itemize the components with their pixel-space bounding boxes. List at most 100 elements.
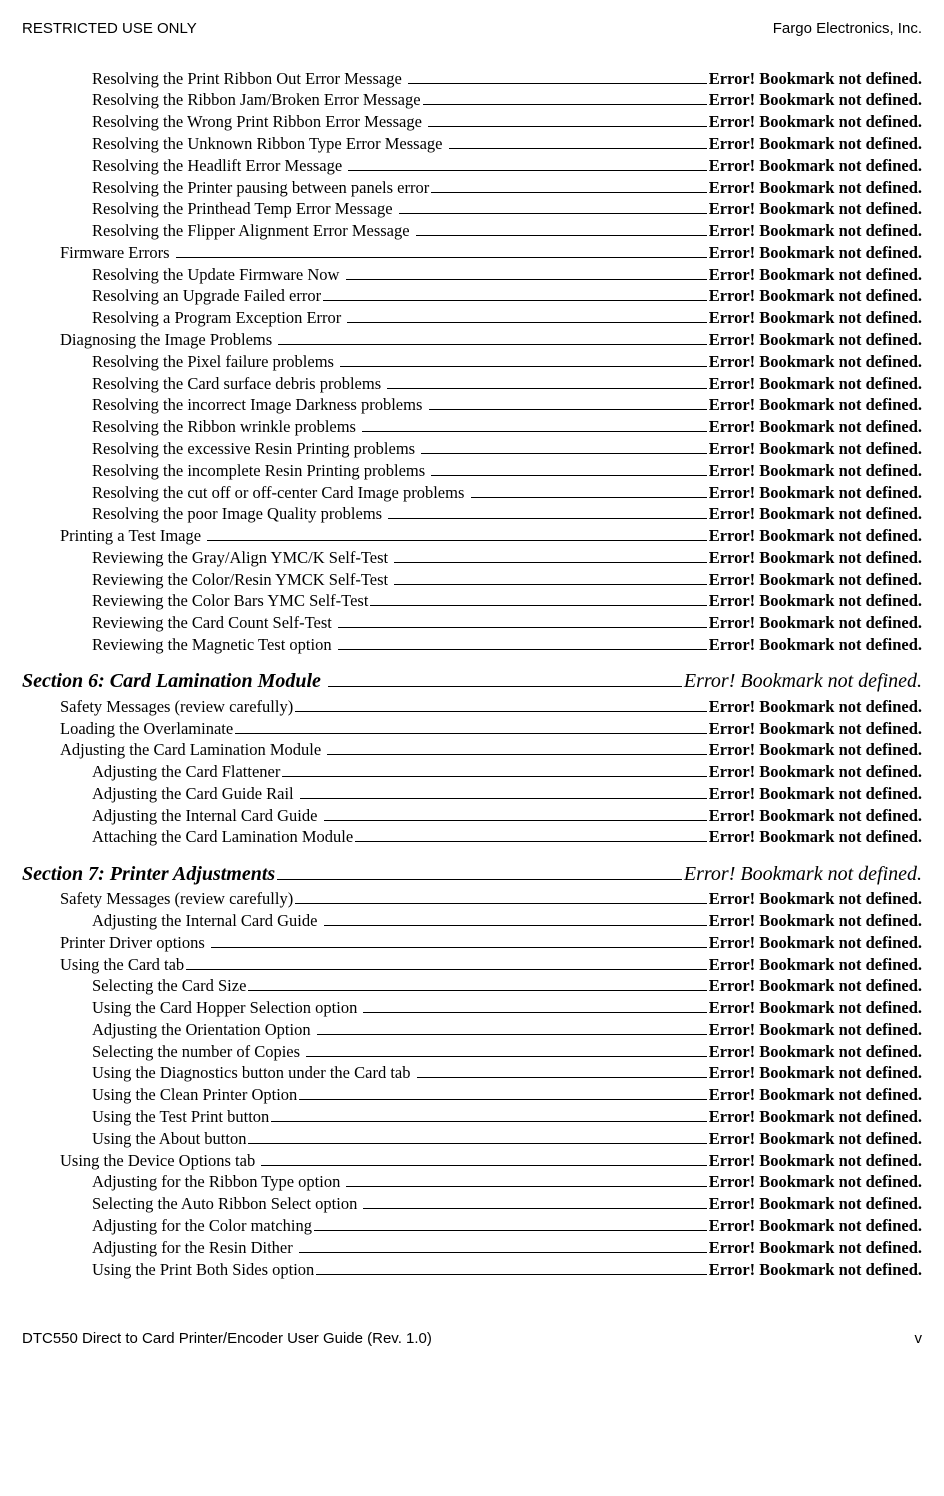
toc-entry-label: Loading the Overlaminate (60, 718, 233, 739)
toc-entry: Reviewing the Magnetic Test option Error… (92, 633, 922, 655)
toc-leader (306, 1040, 707, 1057)
toc-entry: Using the Test Print button Error! Bookm… (92, 1105, 922, 1127)
toc-entry-label: Resolving the Printer pausing between pa… (92, 177, 429, 198)
toc-page-ref: Error! Bookmark not defined. (709, 1215, 922, 1236)
header-right: Fargo Electronics, Inc. (773, 20, 922, 37)
toc-entry-label: Using the Print Both Sides option (92, 1259, 314, 1280)
toc-entry: Using the Card tab Error! Bookmark not d… (60, 953, 922, 975)
toc-page-ref: Error! Bookmark not defined. (709, 718, 922, 739)
toc-page-ref: Error! Bookmark not defined. (709, 783, 922, 804)
toc-entry: Resolving the Printhead Temp Error Messa… (92, 198, 922, 220)
toc-leader (428, 111, 707, 128)
toc-leader (316, 1258, 706, 1275)
toc-entry: Resolving the cut off or off-center Card… (92, 481, 922, 503)
toc-leader (338, 612, 707, 629)
toc-entry-label: Resolving an Upgrade Failed error (92, 285, 321, 306)
toc-entry-label: Attaching the Card Lamination Module (92, 826, 353, 847)
toc-entry: Diagnosing the Image Problems Error! Boo… (60, 328, 922, 350)
toc-entry: Safety Messages (review carefully) Error… (60, 695, 922, 717)
toc-page-ref: Error! Bookmark not defined. (684, 863, 922, 886)
toc-leader (421, 437, 707, 454)
toc-entry: Selecting the Auto Ribbon Select option … (92, 1193, 922, 1215)
toc-page-ref: Error! Bookmark not defined. (709, 826, 922, 847)
toc-page-ref: Error! Bookmark not defined. (709, 503, 922, 524)
toc-entry: Resolving the Ribbon wrinkle problems Er… (92, 416, 922, 438)
toc-entry-label: Using the Test Print button (92, 1106, 269, 1127)
toc-entry-label: Using the Card Hopper Selection option (92, 997, 361, 1018)
toc-leader (186, 953, 707, 970)
toc-leader (387, 372, 706, 389)
toc-entry: Adjusting the Orientation Option Error! … (92, 1018, 922, 1040)
toc-page-ref: Error! Bookmark not defined. (709, 761, 922, 782)
toc-page-ref: Error! Bookmark not defined. (709, 739, 922, 760)
toc-entry: Reviewing the Color/Resin YMCK Self-Test… (92, 568, 922, 590)
toc-entry-label: Using the Device Options tab (60, 1150, 259, 1171)
toc-page-ref: Error! Bookmark not defined. (709, 975, 922, 996)
toc-page-ref: Error! Bookmark not defined. (709, 612, 922, 633)
toc-leader (317, 1018, 707, 1035)
toc-page-ref: Error! Bookmark not defined. (709, 89, 922, 110)
toc-entry-label: Adjusting the Internal Card Guide (92, 805, 322, 826)
toc-entry: Adjusting the Card Guide Rail Error! Boo… (92, 782, 922, 804)
toc-page-ref: Error! Bookmark not defined. (709, 1259, 922, 1280)
toc-page-ref: Error! Bookmark not defined. (709, 910, 922, 931)
toc-entry: Resolving the Flipper Alignment Error Me… (92, 219, 922, 241)
toc-page-ref: Error! Bookmark not defined. (709, 68, 922, 89)
toc-leader (355, 826, 707, 843)
toc-entry-label: Reviewing the Gray/Align YMC/K Self-Test (92, 547, 392, 568)
header-left: RESTRICTED USE ONLY (22, 20, 197, 37)
toc-entry: Using the Card Hopper Selection option E… (92, 996, 922, 1018)
toc-page-ref: Error! Bookmark not defined. (709, 997, 922, 1018)
toc-entry: Adjusting the Internal Card Guide Error!… (92, 909, 922, 931)
toc-page-ref: Error! Bookmark not defined. (709, 1084, 922, 1105)
toc-entry-label: Reviewing the Magnetic Test option (92, 634, 336, 655)
toc-entry: Resolving the poor Image Quality problem… (92, 503, 922, 525)
toc-entry: Adjusting for the Color matching Error! … (92, 1214, 922, 1236)
toc-entry-label: Resolving the incorrect Image Darkness p… (92, 394, 427, 415)
toc-entry-label: Selecting the number of Copies (92, 1041, 304, 1062)
toc-entry-label: Resolving the Headlift Error Message (92, 155, 346, 176)
toc-leader (417, 1062, 707, 1079)
toc-leader (271, 1105, 706, 1122)
toc-leader (363, 1193, 706, 1210)
toc-page-ref: Error! Bookmark not defined. (709, 590, 922, 611)
toc-leader (207, 524, 707, 541)
toc-entry-label: Resolving the Pixel failure problems (92, 351, 338, 372)
toc-leader (362, 416, 707, 433)
toc-entry: Printing a Test Image Error! Bookmark no… (60, 524, 922, 546)
toc-entry: Resolving the Card surface debris proble… (92, 372, 922, 394)
toc-leader (408, 67, 707, 84)
toc-entry-label: Using the Card tab (60, 954, 184, 975)
toc-leader (211, 931, 707, 948)
toc-leader (431, 459, 706, 476)
toc-page-ref: Error! Bookmark not defined. (709, 394, 922, 415)
toc-leader (328, 667, 682, 687)
toc-entry-label: Adjusting the Orientation Option (92, 1019, 315, 1040)
toc-leader (423, 89, 707, 106)
toc-entry-label: Resolving the incomplete Resin Printing … (92, 460, 429, 481)
footer-right: v (915, 1330, 923, 1347)
page-header: RESTRICTED USE ONLY Fargo Electronics, I… (22, 20, 922, 37)
toc-entry: Using the Print Both Sides option Error!… (92, 1258, 922, 1280)
toc-leader (346, 1171, 706, 1188)
toc-page-ref: Error! Bookmark not defined. (709, 482, 922, 503)
toc-leader (399, 198, 707, 215)
toc-entry-label: Resolving the cut off or off-center Card… (92, 482, 469, 503)
toc-entry-label: Adjusting the Internal Card Guide (92, 910, 322, 931)
toc-leader (431, 176, 706, 193)
toc-page-ref: Error! Bookmark not defined. (709, 438, 922, 459)
toc-page-ref: Error! Bookmark not defined. (709, 416, 922, 437)
toc-page-ref: Error! Bookmark not defined. (709, 1150, 922, 1171)
toc-entry-label: Reviewing the Card Count Self-Test (92, 612, 336, 633)
toc-page-ref: Error! Bookmark not defined. (709, 569, 922, 590)
toc-entry: Reviewing the Card Count Self-Test Error… (92, 612, 922, 634)
toc-entry: Using the Device Options tab Error! Book… (60, 1149, 922, 1171)
toc-entry: Loading the Overlaminate Error! Bookmark… (60, 717, 922, 739)
toc-entry-label: Resolving the Print Ribbon Out Error Mes… (92, 68, 406, 89)
toc-entry: Reviewing the Color Bars YMC Self-Test E… (92, 590, 922, 612)
toc-entry-label: Safety Messages (review carefully) (60, 888, 293, 909)
toc-page-ref: Error! Bookmark not defined. (709, 1106, 922, 1127)
toc-entry: Firmware Errors Error! Bookmark not defi… (60, 241, 922, 263)
toc-page-ref: Error! Bookmark not defined. (709, 1171, 922, 1192)
toc-entry-label: Adjusting for the Ribbon Type option (92, 1171, 344, 1192)
